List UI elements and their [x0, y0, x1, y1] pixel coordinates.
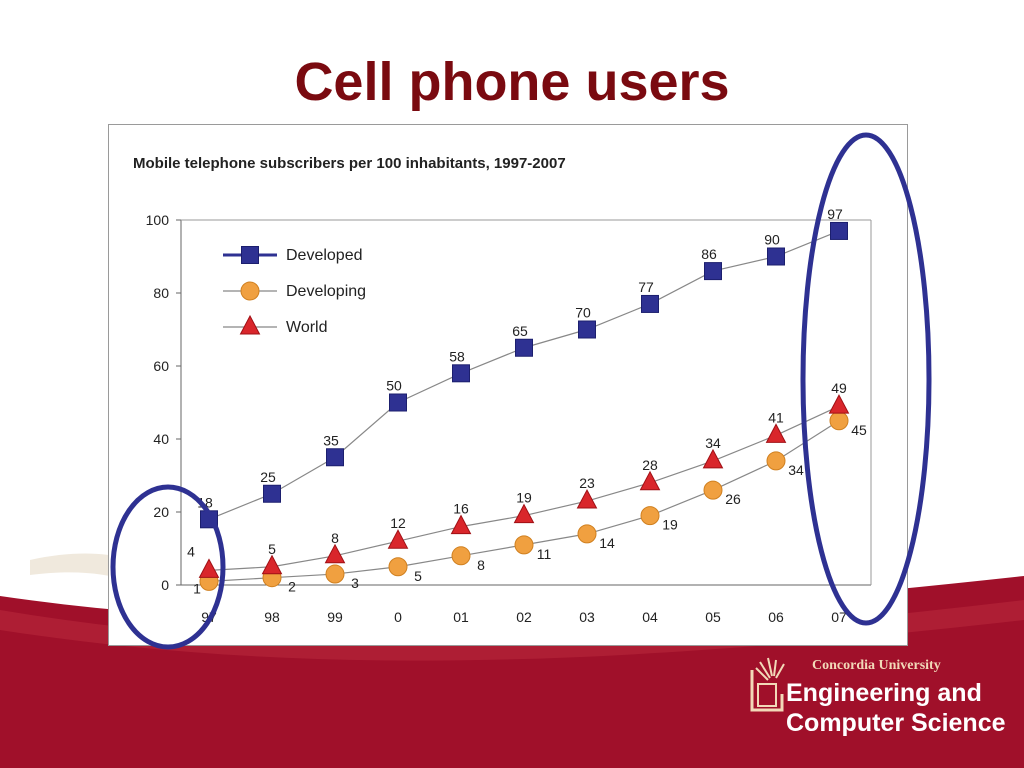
data-label-world: 49 — [831, 380, 847, 396]
legend-marker-world — [239, 314, 261, 335]
y-tick-label: 100 — [146, 212, 170, 228]
data-point-developed — [263, 484, 281, 503]
data-label-developing: 8 — [477, 557, 485, 573]
data-point-developed — [200, 510, 218, 529]
chart-title: Mobile telephone subscribers per 100 inh… — [133, 155, 566, 172]
data-point-world — [828, 394, 850, 414]
x-tick-label: 07 — [831, 609, 847, 625]
data-label-developing: 14 — [599, 535, 615, 551]
data-label-world: 16 — [453, 501, 469, 517]
data-label-world: 28 — [642, 457, 658, 473]
data-point-world — [450, 514, 472, 535]
data-point-developing — [640, 506, 660, 526]
data-label-developed: 90 — [764, 232, 780, 248]
legend-marker-developing — [240, 281, 260, 301]
data-label-developed: 18 — [197, 494, 213, 510]
y-tick-label: 0 — [161, 577, 169, 593]
data-point-developing — [766, 451, 786, 471]
data-point-developed — [704, 262, 722, 281]
x-tick-label: 06 — [768, 609, 784, 625]
data-point-world — [702, 448, 724, 469]
chart-legend: Developed Developing World — [223, 246, 366, 336]
data-point-developed — [452, 364, 470, 383]
data-point-developed — [515, 338, 533, 357]
data-point-world — [261, 554, 283, 575]
data-label-world: 19 — [516, 490, 532, 506]
university-logo: Concordia University Engineering and Com… — [742, 652, 1024, 748]
data-label-developed: 50 — [386, 378, 402, 394]
data-label-developed: 97 — [827, 206, 843, 222]
data-label-developing: 2 — [288, 579, 296, 595]
data-label-world: 41 — [768, 409, 784, 425]
data-label-developing: 1 — [193, 580, 201, 596]
x-tick-label: 0 — [394, 609, 402, 625]
x-tick-label: 97 — [201, 609, 217, 625]
x-tick-label: 02 — [516, 609, 532, 625]
data-label-developing: 26 — [725, 491, 741, 507]
y-tick-label: 80 — [153, 285, 169, 301]
data-point-world — [639, 470, 661, 491]
y-tick-label: 40 — [153, 431, 169, 447]
legend-label: Developed — [286, 247, 363, 264]
data-point-developing — [577, 524, 597, 544]
data-point-world — [765, 423, 787, 443]
line-chart: Mobile telephone subscribers per 100 inh… — [133, 155, 872, 625]
x-tick-label: 05 — [705, 609, 721, 625]
y-tick-label: 60 — [153, 358, 169, 374]
logo-emblem-icon — [750, 657, 785, 712]
chart-panel: Mobile telephone subscribers per 100 inh… — [108, 124, 908, 646]
data-label-developing: 45 — [851, 422, 867, 438]
data-point-developed — [767, 247, 785, 266]
x-tick-label: 98 — [264, 609, 280, 625]
swoosh-decoration — [30, 553, 200, 610]
data-point-world — [387, 529, 409, 549]
data-point-developed — [830, 221, 848, 240]
data-label-developing: 34 — [788, 462, 804, 478]
slide-title: Cell phone users — [294, 52, 730, 112]
data-label-developed: 70 — [575, 305, 591, 321]
data-point-developed — [641, 294, 659, 313]
data-label-developing: 19 — [662, 517, 678, 533]
data-label-world: 5 — [268, 541, 276, 557]
data-label-developed: 58 — [449, 348, 465, 364]
legend-marker-developed — [241, 246, 259, 264]
data-point-developed — [326, 448, 344, 467]
data-label-developed: 35 — [323, 432, 339, 448]
data-label-world: 12 — [390, 515, 406, 531]
data-label-world: 8 — [331, 530, 339, 546]
data-point-world — [576, 488, 598, 509]
data-label-developing: 11 — [537, 546, 552, 562]
legend-label: World — [286, 319, 328, 336]
data-point-developing — [703, 480, 723, 500]
department-line-1: Engineering and — [786, 679, 982, 707]
y-tick-label: 20 — [153, 504, 169, 520]
legend-label: Developing — [286, 283, 366, 300]
x-tick-label: 99 — [327, 609, 343, 625]
data-point-developing — [829, 411, 849, 431]
data-label-developed: 77 — [638, 279, 654, 295]
x-tick-label: 03 — [579, 609, 595, 625]
data-point-developed — [389, 393, 407, 412]
data-point-developing — [325, 564, 345, 584]
data-label-developing: 5 — [414, 568, 422, 584]
data-label-world: 4 — [187, 543, 195, 559]
university-name: Concordia University — [812, 658, 941, 673]
data-point-developing — [514, 535, 534, 555]
data-point-world — [513, 503, 535, 524]
data-label-developed: 25 — [260, 469, 276, 485]
data-label-world: 23 — [579, 475, 595, 491]
data-point-world — [198, 558, 220, 578]
data-label-developing: 3 — [351, 575, 359, 591]
data-point-developing — [451, 546, 471, 566]
data-label-world: 34 — [705, 435, 721, 451]
data-point-developed — [578, 320, 596, 339]
data-label-developed: 86 — [701, 246, 717, 262]
data-label-developed: 65 — [512, 323, 528, 339]
x-tick-label: 01 — [453, 609, 469, 625]
data-point-developing — [388, 557, 408, 577]
department-line-2: Computer Science — [786, 709, 1006, 737]
data-point-world — [324, 543, 346, 564]
x-tick-label: 04 — [642, 609, 658, 625]
